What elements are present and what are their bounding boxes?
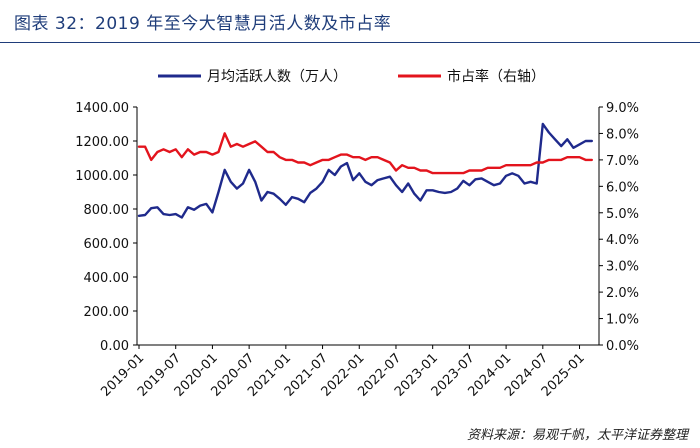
- right-tick-label: 5.0%: [606, 207, 639, 222]
- right-tick-label: 7.0%: [606, 154, 639, 169]
- right-tick-label: 3.0%: [606, 260, 639, 275]
- title-rule: [0, 42, 700, 43]
- legend-mau-label: 月均活跃人数（万人）: [207, 69, 347, 85]
- left-tick-label: 1000.00: [75, 169, 129, 184]
- left-tick-label: 200.00: [84, 305, 130, 320]
- mau-series-line: [137, 122, 593, 219]
- figure-title: 图表 32：2019 年至今大智慧月活人数及市占率: [14, 14, 392, 34]
- right-tick-label: 1.0%: [606, 313, 639, 328]
- left-tick-label: 800.00: [84, 203, 130, 218]
- left-tick-label: 400.00: [84, 271, 130, 286]
- right-tick-label: 0.0%: [606, 339, 639, 354]
- right-tick-label: 8.0%: [606, 127, 639, 142]
- left-tick-label: 0.00: [100, 339, 129, 354]
- source-note: 资料来源：易观千帆，太平洋证券整理: [466, 428, 688, 443]
- left-tick-label: 1200.00: [75, 135, 129, 150]
- legend-market-share-label: 市占率（右轴）: [447, 68, 545, 85]
- right-tick-label: 4.0%: [606, 233, 639, 248]
- right-tick-label: 9.0%: [606, 101, 639, 116]
- right-tick-label: 2.0%: [606, 286, 639, 301]
- right-tick-label: 6.0%: [606, 180, 639, 195]
- left-tick-label: 1400.00: [75, 101, 129, 116]
- market-share-series-line: [137, 132, 593, 175]
- left-tick-label: 600.00: [84, 237, 130, 252]
